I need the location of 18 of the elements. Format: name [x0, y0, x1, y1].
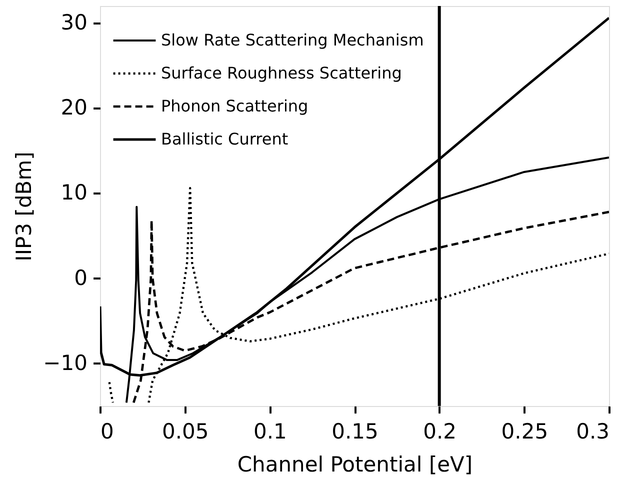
x-tick-label: 0.05: [162, 420, 209, 444]
y-tick-label: 0: [74, 266, 88, 290]
y-axis-title: IIP3 [dBm]: [12, 152, 36, 262]
x-tick-label: 0.25: [501, 420, 548, 444]
x-axis-title: Channel Potential [eV]: [237, 452, 473, 476]
x-tick-label: 0.2: [423, 420, 457, 444]
legend-label: Surface Roughness Scattering: [161, 64, 402, 82]
y-tick-label: 20: [60, 96, 88, 120]
x-tick-label: 0.1: [253, 420, 287, 444]
legend-label: Ballistic Current: [161, 130, 288, 148]
x-tick-label: 0: [100, 420, 114, 444]
legend-label: Phonon Scattering: [161, 96, 308, 116]
x-tick-label: 0.15: [332, 420, 378, 444]
legend-label: Slow Rate Scattering Mechanism: [161, 30, 424, 50]
y-tick-label: −10: [43, 350, 88, 375]
y-tick-label: 30: [60, 10, 88, 35]
y-tick-label: 10: [60, 180, 88, 205]
x-tick-label: 0.3: [576, 420, 610, 444]
